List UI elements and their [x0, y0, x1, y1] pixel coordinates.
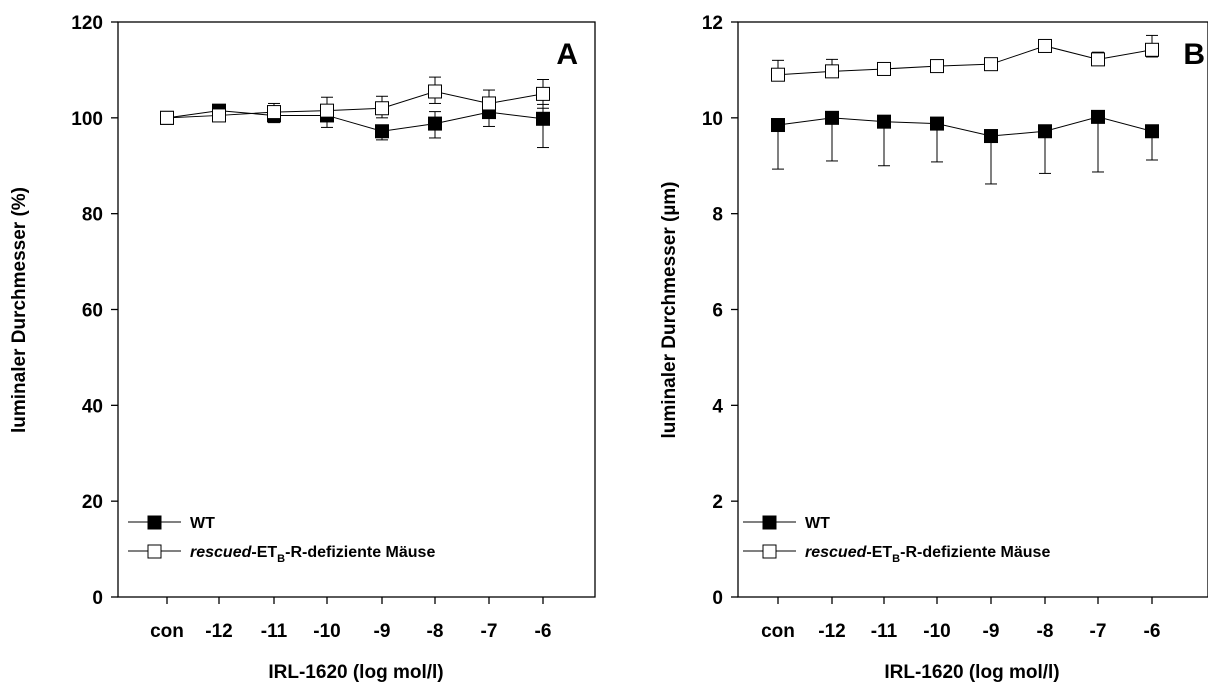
data-point-wt	[536, 111, 550, 126]
chart-panel-b: 0 2 4 6 8 10 12 con -12 -11 -10 -9 -8 -7 -6 B IRL-162…	[659, 13, 1208, 683]
legend-label-wt: WT	[805, 515, 830, 532]
data-point-rescued	[771, 67, 785, 82]
data-point-rescued	[1038, 38, 1052, 53]
series-line-wt	[166, 110, 544, 132]
series-markers	[160, 84, 550, 139]
y-tick-label: 0	[92, 588, 103, 609]
legend-label-wt: WT	[190, 515, 215, 532]
plot-frame	[737, 21, 1208, 598]
data-point-rescued	[375, 101, 389, 116]
data-point-rescued	[536, 86, 550, 101]
data-point-rescued	[428, 84, 442, 99]
data-point-wt	[1038, 124, 1052, 139]
x-axis-ticks: con -12 -11 -10 -9 -8 -7 -6	[761, 597, 1160, 642]
y-axis-ticks: 0 20 40 60 80 100 120	[71, 13, 118, 609]
y-tick-label: 100	[71, 109, 103, 130]
x-tick-label: -7	[1090, 621, 1107, 642]
data-point-wt	[825, 110, 839, 125]
y-tick-label: 80	[82, 205, 103, 226]
x-tick-label: -12	[818, 621, 845, 642]
series-line-rescued	[777, 45, 1153, 76]
y-tick-label: 2	[712, 492, 723, 513]
y-tick-label: 120	[71, 13, 103, 34]
series-line-rescued	[166, 90, 544, 119]
x-tick-label: -10	[923, 621, 950, 642]
data-point-rescued	[1145, 42, 1159, 57]
x-tick-label: -11	[261, 621, 288, 642]
y-tick-label: 8	[712, 205, 723, 226]
data-point-wt	[428, 116, 442, 131]
data-point-rescued	[267, 105, 281, 120]
x-tick-label: -11	[871, 621, 898, 642]
x-tick-label: -8	[427, 621, 444, 642]
series-markers	[771, 38, 1159, 144]
series-line-wt	[777, 116, 1153, 137]
data-point-wt	[375, 124, 389, 139]
legend-marker-rescued	[147, 544, 162, 559]
y-tick-label: 10	[702, 109, 723, 130]
x-tick-label: -6	[535, 621, 552, 642]
data-point-rescued	[825, 64, 839, 79]
y-tick-label: 4	[712, 396, 723, 417]
panel-letter: A	[556, 38, 578, 71]
data-point-wt	[1091, 109, 1105, 124]
y-axis-ticks: 0 2 4 6 8 10 12	[702, 13, 738, 609]
legend-marker-wt	[147, 515, 162, 530]
data-point-rescued	[1091, 52, 1105, 67]
x-axis-label: IRL-1620 (log mol/l)	[884, 662, 1059, 683]
data-point-wt	[1145, 124, 1159, 139]
y-tick-label: 20	[82, 492, 103, 513]
y-tick-label: 40	[82, 396, 103, 417]
y-tick-label: 12	[702, 13, 723, 34]
data-point-wt	[930, 116, 944, 131]
y-tick-label: 60	[82, 301, 103, 322]
legend: WT rescued-ETB-R-defiziente Mäuse	[743, 515, 1050, 565]
data-point-wt	[984, 129, 998, 144]
x-tick-label: -8	[1037, 621, 1054, 642]
data-point-rescued	[877, 61, 891, 76]
data-point-rescued	[320, 103, 334, 118]
data-point-rescued	[930, 59, 944, 74]
x-tick-label: con	[150, 621, 184, 642]
chart-panel-a: 0 20 40 60 80 100 120 con -12 -11 -10 -9 -8 -7 -6 A I…	[9, 13, 596, 683]
y-axis-label: luminaler Durchmesser (%)	[9, 187, 30, 433]
data-point-rescued	[984, 57, 998, 72]
y-axis-label: luminaler Durchmesser (µm)	[659, 182, 680, 439]
legend-label-rescued: rescued-ETB-R-defiziente Mäuse	[805, 544, 1050, 565]
legend-marker-rescued	[762, 544, 777, 559]
panel-letter: B	[1183, 38, 1205, 71]
series-lines	[166, 90, 544, 132]
x-axis-label: IRL-1620 (log mol/l)	[268, 662, 443, 683]
data-point-rescued	[160, 110, 174, 125]
data-point-wt	[771, 118, 785, 133]
data-point-wt	[877, 114, 891, 129]
legend: WT rescued-ETB-R-defiziente Mäuse	[128, 515, 435, 565]
data-point-rescued	[212, 108, 226, 123]
plot-frame	[117, 21, 596, 598]
x-axis-ticks: con -12 -11 -10 -9 -8 -7 -6	[150, 597, 551, 642]
legend-marker-wt	[762, 515, 777, 530]
x-tick-label: con	[761, 621, 795, 642]
x-tick-label: -10	[313, 621, 340, 642]
series-lines	[777, 45, 1153, 137]
y-tick-label: 0	[712, 588, 723, 609]
y-tick-label: 6	[712, 301, 723, 322]
legend-label-rescued: rescued-ETB-R-defiziente Mäuse	[190, 544, 435, 565]
x-tick-label: -7	[481, 621, 498, 642]
data-point-rescued	[482, 96, 496, 111]
x-tick-label: -6	[1144, 621, 1161, 642]
x-tick-label: -12	[205, 621, 232, 642]
x-tick-label: -9	[983, 621, 1000, 642]
x-tick-label: -9	[374, 621, 391, 642]
